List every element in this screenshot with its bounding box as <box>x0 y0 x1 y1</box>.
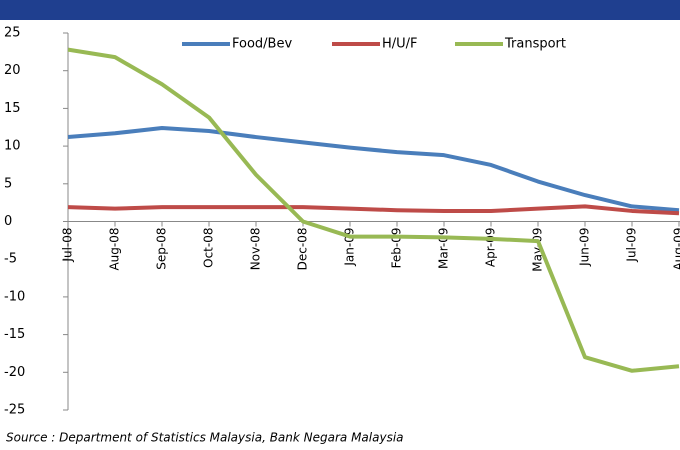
x-tick-label: Feb-09 <box>390 228 404 269</box>
y-tick-label: -25 <box>4 403 25 418</box>
x-tick-label: Jul-08 <box>61 228 75 263</box>
y-tick-label: 25 <box>4 26 21 41</box>
source-note: Source : Department of Statistics Malays… <box>6 431 404 445</box>
series-line <box>67 47 680 373</box>
y-tick-label: 10 <box>4 139 21 154</box>
x-tick-label: Dec-08 <box>296 228 310 271</box>
x-tick-label: Jun-09 <box>578 228 592 267</box>
series-line <box>67 204 680 216</box>
y-tick-label: 20 <box>4 63 21 78</box>
x-tick-label: Aug-08 <box>108 228 122 271</box>
y-tick-label: 0 <box>4 214 12 229</box>
y-tick-label: -15 <box>4 327 25 342</box>
x-tick-label: Oct-08 <box>202 228 216 268</box>
y-tick-label: -20 <box>4 365 25 380</box>
header-banner <box>0 0 680 20</box>
x-tick-label: Apr-09 <box>484 228 498 268</box>
legend-label: Food/Bev <box>232 37 292 52</box>
x-tick-label: Nov-08 <box>249 228 263 271</box>
x-tick-label: Aug-09 <box>672 228 680 271</box>
legend-label: Transport <box>504 37 566 52</box>
series-line <box>67 126 680 213</box>
x-tick-label: May-09 <box>531 228 545 272</box>
y-tick-label: -10 <box>4 289 25 304</box>
x-tick-label: Sep-08 <box>155 228 169 270</box>
y-tick-label: 5 <box>4 176 12 191</box>
y-tick-label: 15 <box>4 101 21 116</box>
x-tick-label: Jul-09 <box>625 228 639 263</box>
y-tick-label: -5 <box>4 252 17 267</box>
x-tick-label: Mar-09 <box>437 228 451 269</box>
legend-label: H/U/F <box>382 37 418 52</box>
